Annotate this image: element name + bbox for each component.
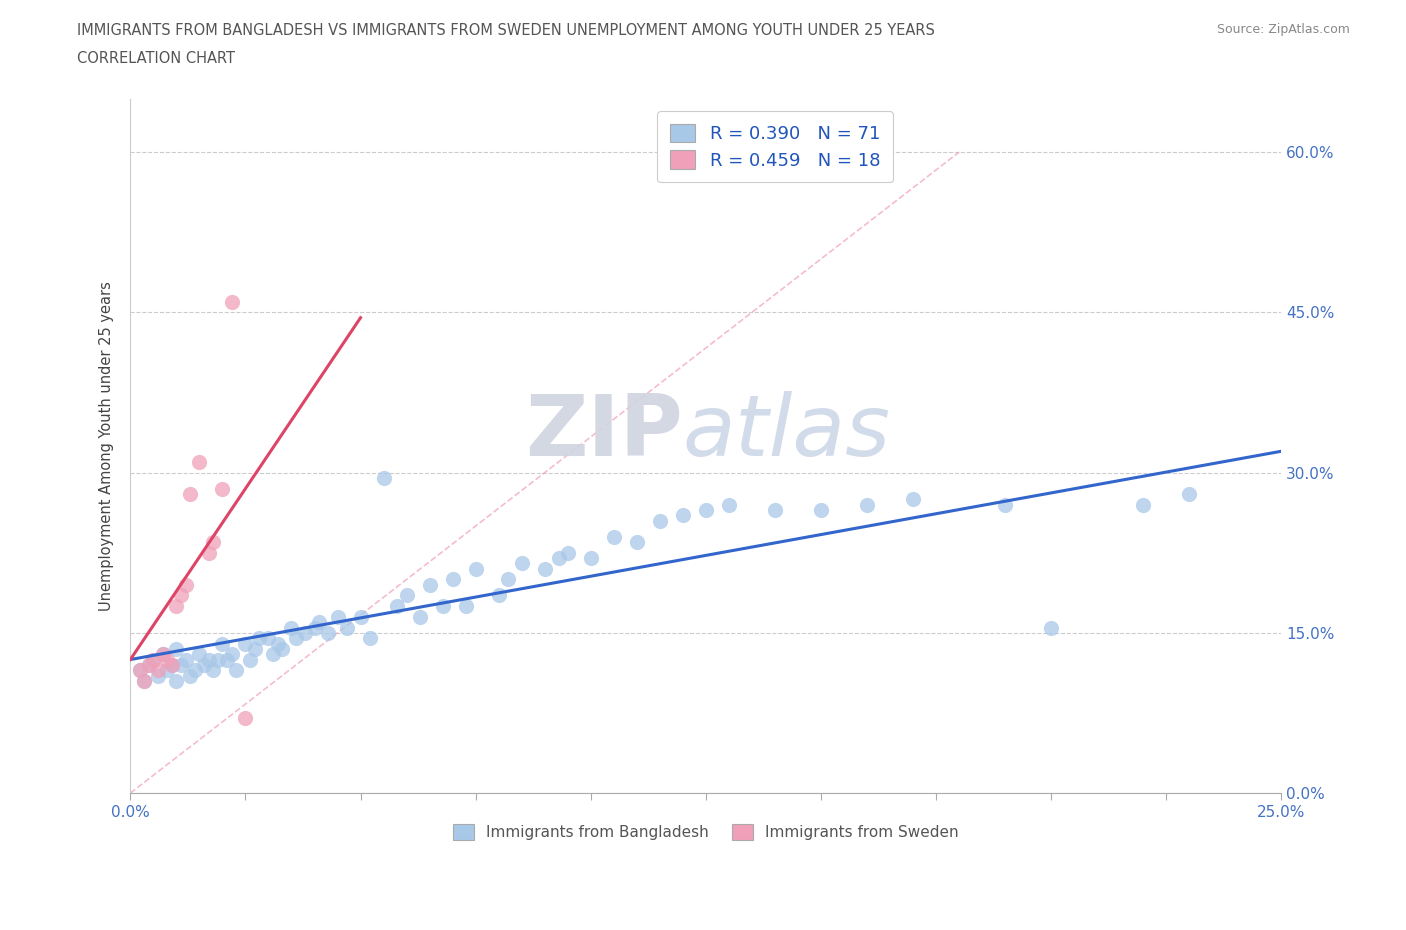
Point — [648, 513, 671, 528]
Y-axis label: Unemployment Among Youth under 25 years: Unemployment Among Youth under 25 years — [100, 281, 114, 611]
Point — [197, 545, 219, 560]
Point — [304, 620, 326, 635]
Point — [138, 658, 160, 672]
Point — [165, 673, 187, 688]
Point — [165, 599, 187, 614]
Point — [152, 646, 174, 661]
Text: CORRELATION CHART: CORRELATION CHART — [77, 51, 235, 66]
Point — [336, 620, 359, 635]
Point — [994, 498, 1017, 512]
Point — [225, 663, 247, 678]
Point — [547, 551, 569, 565]
Point — [557, 545, 579, 560]
Point — [603, 529, 626, 544]
Point — [349, 609, 371, 624]
Point — [419, 578, 441, 592]
Point — [160, 658, 183, 672]
Point — [579, 551, 602, 565]
Point — [128, 663, 150, 678]
Point — [695, 502, 717, 517]
Point — [456, 599, 478, 614]
Point — [247, 631, 270, 645]
Point — [138, 658, 160, 672]
Point — [188, 646, 211, 661]
Point — [211, 481, 233, 496]
Point — [810, 502, 832, 517]
Point — [1132, 498, 1154, 512]
Point — [672, 508, 695, 523]
Point — [464, 562, 486, 577]
Point — [395, 588, 418, 603]
Point — [235, 711, 257, 725]
Point — [285, 631, 308, 645]
Point — [184, 663, 207, 678]
Point — [763, 502, 786, 517]
Point — [188, 455, 211, 470]
Point — [901, 492, 924, 507]
Point — [243, 642, 266, 657]
Point — [318, 625, 340, 640]
Point — [1040, 620, 1063, 635]
Point — [142, 652, 165, 667]
Point — [146, 663, 169, 678]
Text: ZIP: ZIP — [524, 391, 683, 473]
Point — [165, 642, 187, 657]
Point — [626, 535, 648, 550]
Point — [179, 486, 201, 501]
Point — [156, 663, 179, 678]
Point — [193, 658, 215, 672]
Point — [179, 668, 201, 683]
Point — [359, 631, 381, 645]
Point — [488, 588, 510, 603]
Point — [174, 652, 197, 667]
Point — [170, 658, 193, 672]
Point — [308, 615, 330, 630]
Text: Source: ZipAtlas.com: Source: ZipAtlas.com — [1216, 23, 1350, 36]
Point — [266, 636, 288, 651]
Point — [134, 673, 156, 688]
Point — [257, 631, 280, 645]
Point — [160, 658, 183, 672]
Point — [409, 609, 432, 624]
Point — [215, 652, 238, 667]
Point — [146, 668, 169, 683]
Point — [239, 652, 262, 667]
Point — [152, 646, 174, 661]
Point — [510, 556, 533, 571]
Point — [1178, 486, 1201, 501]
Point — [262, 646, 284, 661]
Point — [221, 646, 243, 661]
Point — [271, 642, 294, 657]
Point — [441, 572, 464, 587]
Point — [156, 652, 179, 667]
Point — [128, 663, 150, 678]
Legend: Immigrants from Bangladesh, Immigrants from Sweden: Immigrants from Bangladesh, Immigrants f… — [444, 817, 967, 848]
Point — [202, 535, 225, 550]
Point — [174, 578, 197, 592]
Point — [221, 294, 243, 309]
Point — [496, 572, 519, 587]
Point — [432, 599, 454, 614]
Point — [856, 498, 879, 512]
Point — [207, 652, 229, 667]
Point — [280, 620, 302, 635]
Point — [197, 652, 219, 667]
Text: IMMIGRANTS FROM BANGLADESH VS IMMIGRANTS FROM SWEDEN UNEMPLOYMENT AMONG YOUTH UN: IMMIGRANTS FROM BANGLADESH VS IMMIGRANTS… — [77, 23, 935, 38]
Point — [294, 625, 316, 640]
Point — [202, 663, 225, 678]
Point — [170, 588, 193, 603]
Point — [211, 636, 233, 651]
Point — [533, 562, 555, 577]
Point — [134, 673, 156, 688]
Point — [326, 609, 349, 624]
Point — [387, 599, 409, 614]
Point — [142, 652, 165, 667]
Point — [717, 498, 740, 512]
Point — [235, 636, 257, 651]
Text: atlas: atlas — [683, 391, 891, 473]
Point — [373, 471, 395, 485]
